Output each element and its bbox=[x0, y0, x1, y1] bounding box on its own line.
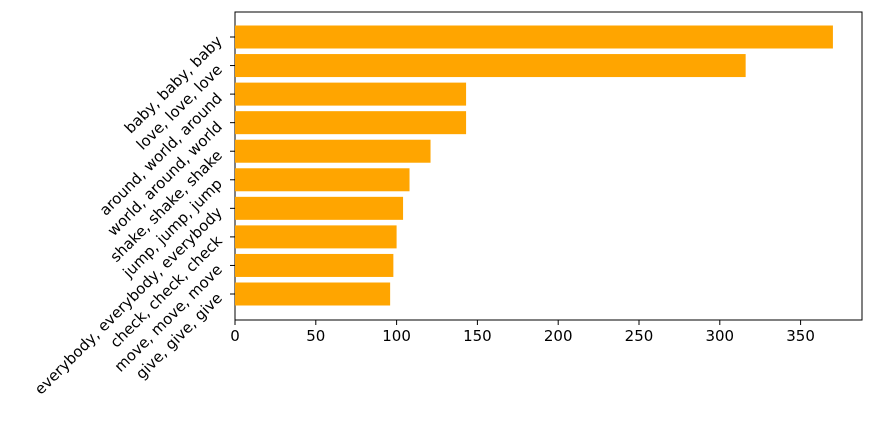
x-tick-label: 100 bbox=[382, 327, 411, 345]
bar bbox=[235, 253, 394, 277]
bar bbox=[235, 282, 391, 306]
bar bbox=[235, 82, 467, 106]
bar bbox=[235, 111, 467, 135]
x-tick-label: 0 bbox=[230, 327, 240, 345]
bar bbox=[235, 225, 397, 249]
bar bbox=[235, 25, 833, 49]
bar bbox=[235, 139, 431, 163]
plot-frame bbox=[234, 11, 863, 321]
x-tick-label: 150 bbox=[463, 327, 492, 345]
x-tick-label: 350 bbox=[786, 327, 815, 345]
x-tick-label: 300 bbox=[705, 327, 734, 345]
bar bbox=[235, 196, 404, 220]
x-tick-label: 200 bbox=[544, 327, 573, 345]
bar bbox=[235, 168, 410, 192]
x-tick-label: 250 bbox=[625, 327, 654, 345]
bar bbox=[235, 54, 746, 78]
x-tick-label: 50 bbox=[306, 327, 325, 345]
